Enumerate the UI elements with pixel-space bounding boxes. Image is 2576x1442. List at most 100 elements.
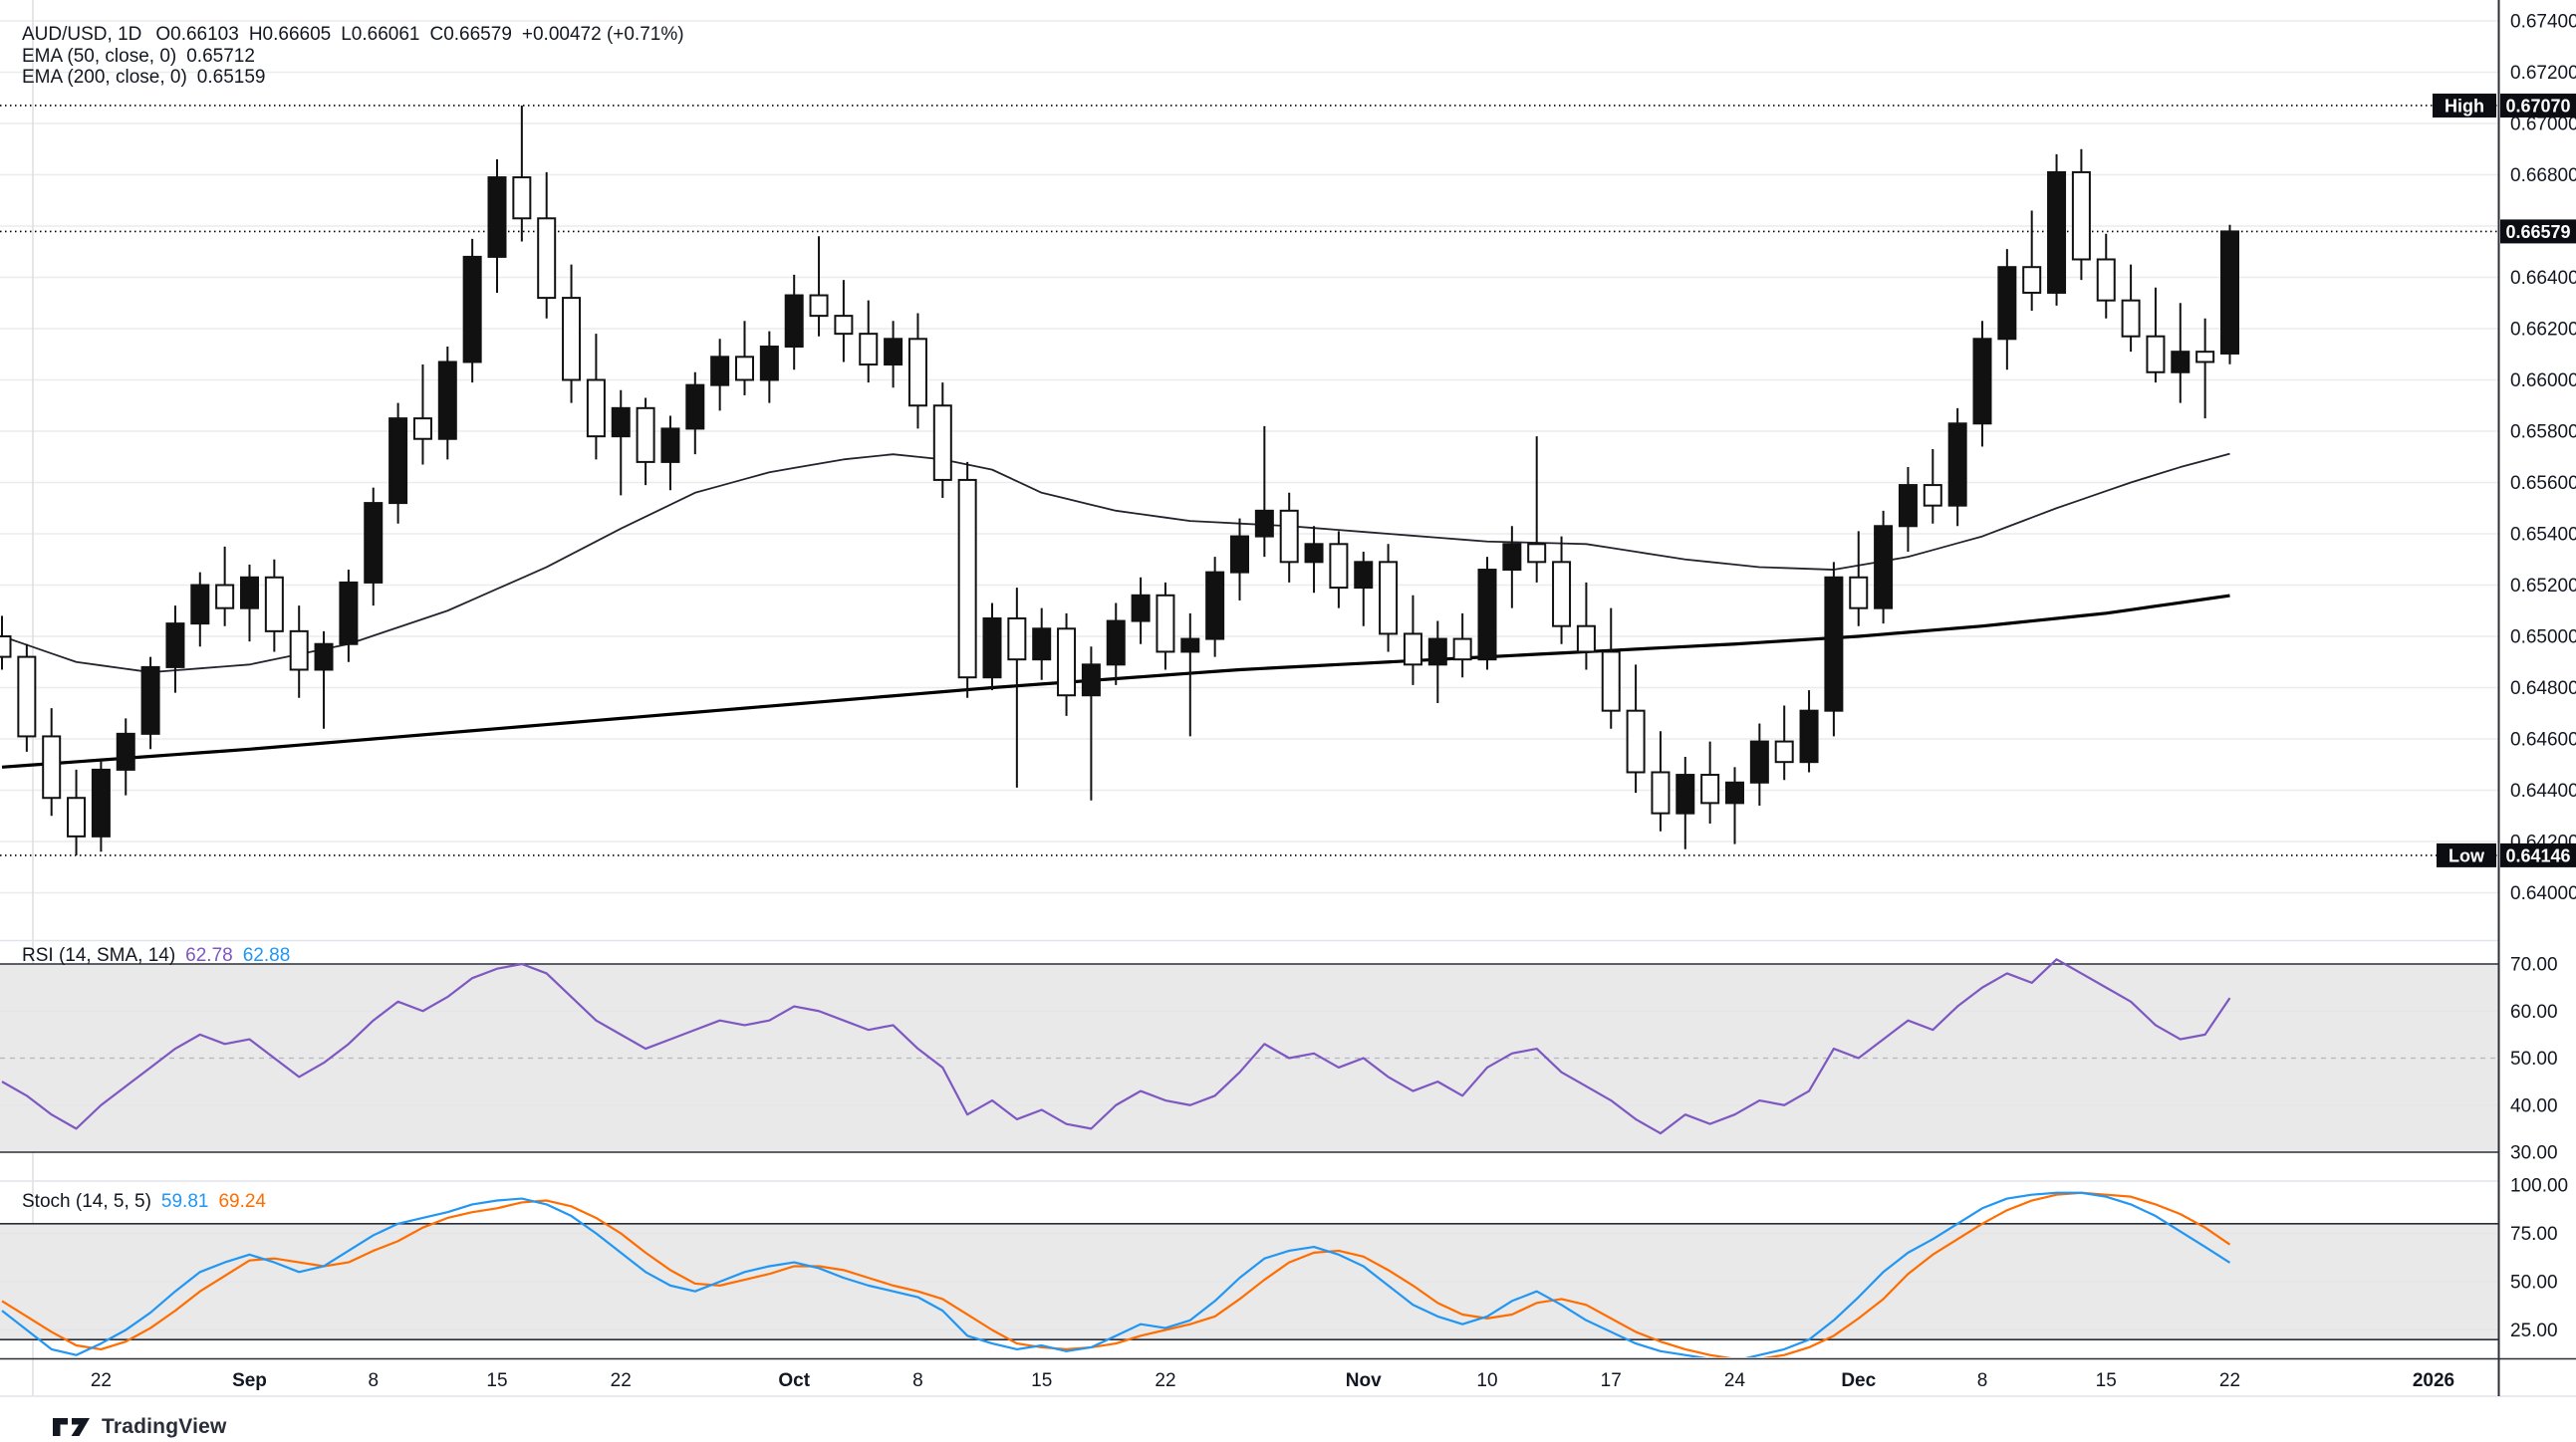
stoch-d-value: 69.24 bbox=[218, 1191, 266, 1212]
candle bbox=[1774, 740, 1794, 764]
candle bbox=[1552, 561, 1572, 627]
tradingview-attribution[interactable]: TradingView bbox=[52, 1415, 227, 1439]
price-axis-label: 0.65000 bbox=[2510, 627, 2576, 648]
time-axis-label: 15 bbox=[1031, 1370, 1052, 1391]
candle bbox=[487, 176, 507, 258]
ema200-label[interactable]: EMA (200, close, 0) bbox=[22, 67, 187, 88]
candle bbox=[1849, 576, 1869, 609]
price-axis-label: 0.65800 bbox=[2510, 422, 2576, 443]
candle bbox=[1626, 709, 1646, 774]
time-axis-label: 22 bbox=[611, 1370, 632, 1391]
last-price-badge: 0.66579 bbox=[2500, 219, 2576, 244]
candle bbox=[1477, 569, 1497, 661]
time-axis-label: 8 bbox=[368, 1370, 379, 1391]
candle bbox=[1254, 509, 1274, 538]
candle bbox=[1576, 624, 1596, 653]
svg-text:Low: Low bbox=[2448, 845, 2485, 865]
candle bbox=[388, 417, 408, 505]
candle bbox=[165, 622, 185, 668]
candle bbox=[859, 333, 879, 366]
time-axis-label: Dec bbox=[1841, 1370, 1876, 1391]
candle bbox=[1452, 637, 1472, 661]
time-axis-label: Sep bbox=[232, 1370, 267, 1391]
time-axis[interactable]: 22 Sep 8 15 22 Oct 8 15 22 Nov 10 17 24 Dec 8 15 22 2026 bbox=[91, 1370, 2454, 1391]
candle bbox=[1081, 663, 1101, 697]
ohlc-low: L0.66061 bbox=[341, 24, 420, 45]
candle bbox=[67, 797, 87, 838]
ema50-label[interactable]: EMA (50, close, 0) bbox=[22, 46, 177, 67]
candle bbox=[1403, 632, 1422, 666]
symbol-title[interactable]: AUD/USD, 1D bbox=[22, 24, 142, 45]
candle bbox=[1700, 774, 1720, 805]
time-axis-label: 22 bbox=[91, 1370, 112, 1391]
rsi-axis-label: 40.00 bbox=[2510, 1095, 2558, 1116]
candle bbox=[364, 502, 384, 584]
candle bbox=[710, 356, 730, 386]
candle bbox=[1032, 627, 1052, 661]
candle bbox=[2096, 258, 2116, 302]
candle bbox=[17, 655, 37, 738]
candle bbox=[1923, 484, 1942, 507]
candle bbox=[784, 294, 804, 349]
price-axis-label: 0.65400 bbox=[2510, 525, 2576, 546]
candle bbox=[314, 642, 334, 671]
candle bbox=[264, 576, 284, 632]
candle bbox=[1279, 509, 1299, 564]
time-axis-label: 2026 bbox=[2413, 1370, 2454, 1391]
rsi-label[interactable]: RSI (14, SMA, 14) bbox=[22, 945, 176, 966]
rsi-line bbox=[1, 958, 2231, 1135]
candle bbox=[2220, 230, 2239, 355]
time-axis-label: 15 bbox=[486, 1370, 507, 1391]
candle bbox=[2146, 335, 2166, 373]
ema200-value: 0.65159 bbox=[196, 67, 266, 88]
candle bbox=[1601, 650, 1621, 712]
candle bbox=[1651, 771, 1671, 815]
ohlc-close: C0.66579 bbox=[429, 24, 512, 45]
low-badge-value: 0.64146 bbox=[2500, 842, 2576, 867]
candle bbox=[116, 732, 135, 771]
candle bbox=[1799, 709, 1819, 764]
price-gridlines bbox=[0, 20, 2498, 894]
ohlc-change: +0.00472 (+0.71%) bbox=[521, 24, 684, 45]
candle bbox=[1354, 561, 1374, 590]
candle bbox=[1230, 535, 1249, 574]
time-axis-label: 17 bbox=[1601, 1370, 1622, 1391]
time-axis-label: 24 bbox=[1724, 1370, 1746, 1391]
candle bbox=[907, 338, 927, 407]
rsi-axis-label: 70.00 bbox=[2510, 955, 2558, 976]
candle bbox=[1749, 740, 1769, 784]
svg-text:0.64146: 0.64146 bbox=[2505, 845, 2570, 865]
candle bbox=[2047, 170, 2067, 294]
candle bbox=[1007, 616, 1027, 661]
candle bbox=[660, 427, 680, 463]
candle bbox=[1131, 594, 1151, 622]
time-axis-label: 8 bbox=[1977, 1370, 1988, 1391]
candle bbox=[1379, 561, 1399, 635]
candle bbox=[537, 217, 557, 300]
time-axis-label: 22 bbox=[1155, 1370, 1175, 1391]
candle bbox=[1502, 543, 1522, 572]
candle bbox=[636, 406, 655, 463]
high-badge-label: High bbox=[2433, 93, 2496, 118]
candle bbox=[982, 616, 1002, 679]
candle bbox=[1205, 571, 1225, 640]
candle bbox=[1304, 543, 1324, 564]
rsi-legend: RSI (14, SMA, 14) 62.78 62.88 bbox=[22, 945, 304, 967]
price-axis-label: 0.67000 bbox=[2510, 115, 2576, 135]
price-axis-label: 0.64800 bbox=[2510, 678, 2576, 699]
stoch-axis-label: 100.00 bbox=[2510, 1176, 2568, 1197]
rsi-axis-label: 50.00 bbox=[2510, 1049, 2558, 1070]
rsi-sma-value: 62.88 bbox=[242, 945, 291, 966]
stoch-label[interactable]: Stoch (14, 5, 5) bbox=[22, 1191, 151, 1212]
stoch-k-line bbox=[1, 1191, 2231, 1357]
candle bbox=[809, 294, 829, 318]
candle bbox=[215, 584, 235, 609]
stoch-d-line bbox=[1, 1191, 2231, 1357]
candle bbox=[91, 768, 111, 838]
tradingview-logo-icon bbox=[53, 1418, 90, 1436]
candle bbox=[1898, 484, 1918, 528]
price-axis[interactable]: 0.67400 0.67200 0.67000 0.66800 0.66400 0.662… bbox=[2510, 12, 2576, 1342]
stoch-axis-label: 50.00 bbox=[2510, 1273, 2558, 1294]
